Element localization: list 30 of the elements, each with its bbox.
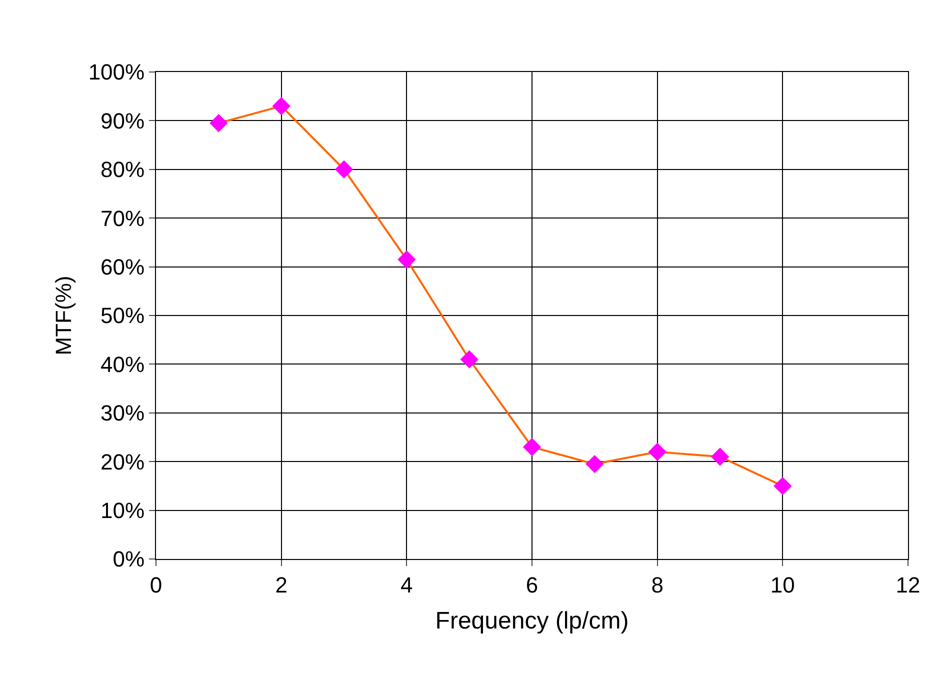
y-axis-title: MTF(%)	[51, 276, 76, 356]
point	[586, 454, 604, 474]
point	[398, 250, 416, 269]
y-tick-label: 0%	[112, 546, 145, 572]
point	[210, 114, 228, 132]
point	[710, 448, 730, 466]
y-tick-label: 70%	[100, 206, 145, 231]
x-tick-label: 6	[526, 572, 538, 598]
point	[334, 160, 354, 178]
point	[272, 96, 290, 116]
y-tick-label: 90%	[100, 108, 145, 134]
point	[522, 438, 542, 456]
y-tick-label: 30%	[100, 400, 145, 426]
y-tick-label: 40%	[100, 352, 145, 377]
x-tick-label: 4	[400, 572, 413, 598]
x-tick-label: 2	[275, 572, 288, 598]
y-tick-label: 60%	[100, 254, 145, 280]
x-tick-label: 10	[770, 572, 795, 598]
x-axis-title: Frequency (lp/cm)	[435, 608, 629, 635]
x-tick-label: 8	[651, 572, 664, 598]
y-tick-label: 10%	[100, 498, 145, 523]
x-tick-label: 0	[150, 572, 162, 598]
y-tick-label: 50%	[100, 303, 145, 328]
x-tick-label: 12	[896, 572, 920, 598]
y-tick-label: 20%	[100, 449, 145, 474]
point	[774, 476, 792, 496]
point	[648, 442, 666, 461]
y-tick-label: 100%	[88, 60, 145, 85]
y-tick-label: 80%	[100, 157, 145, 182]
point	[460, 350, 478, 368]
